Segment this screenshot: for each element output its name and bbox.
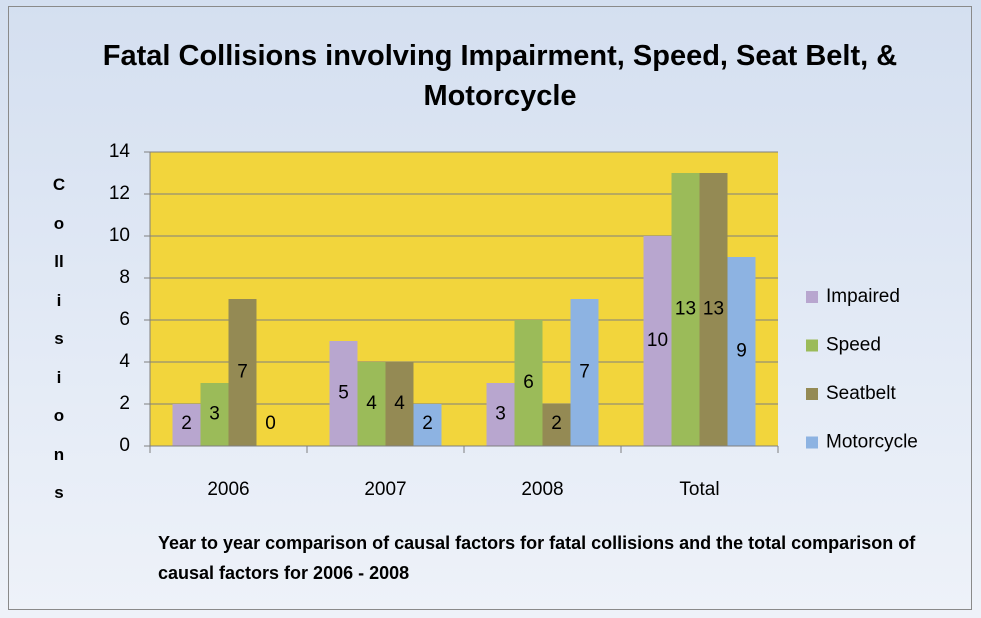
x-tick-label: Total <box>679 479 719 500</box>
bar <box>357 362 386 446</box>
y-tick-label: 12 <box>109 183 130 204</box>
bar <box>727 257 756 446</box>
data-label: 7 <box>579 362 590 383</box>
bar <box>172 404 201 446</box>
bar <box>514 320 543 446</box>
bar <box>329 341 358 446</box>
legend-label: Speed <box>826 335 881 356</box>
data-label: 10 <box>647 330 668 351</box>
legend-swatch <box>806 339 818 352</box>
y-tick-label: 2 <box>119 393 130 414</box>
bar <box>570 299 599 446</box>
legend-swatch <box>806 291 818 303</box>
bar <box>413 404 442 446</box>
data-label: 9 <box>736 341 747 362</box>
y-tick-label: 10 <box>109 225 130 246</box>
data-label: 4 <box>366 393 377 414</box>
legend-label: Impaired <box>826 286 900 307</box>
bar <box>699 173 728 446</box>
bar <box>671 173 700 446</box>
bar <box>643 236 672 446</box>
legend-label: Seatbelt <box>826 383 896 404</box>
chart-border <box>8 6 972 610</box>
y-tick-label: 8 <box>119 267 130 288</box>
bar <box>542 404 571 446</box>
y-axis-label: Collisions <box>52 175 66 502</box>
data-label: 13 <box>703 299 724 320</box>
legend-label: Motorcycle <box>826 432 918 453</box>
data-label: 6 <box>523 372 534 393</box>
y-tick-label: 4 <box>119 351 130 372</box>
data-label: 2 <box>181 413 192 434</box>
data-label: 2 <box>551 413 562 434</box>
x-tick-label: 2008 <box>521 479 563 500</box>
bar <box>486 383 515 446</box>
data-label: 3 <box>209 404 220 425</box>
x-tick-label: 2006 <box>207 479 249 500</box>
x-axis-label: Year to year comparison of causal factor… <box>158 533 916 583</box>
bar <box>385 362 414 446</box>
data-label: 2 <box>422 413 433 434</box>
bar <box>228 299 257 446</box>
data-label: 4 <box>394 393 405 414</box>
y-tick-label: 6 <box>119 309 130 330</box>
data-label: 5 <box>338 383 349 404</box>
y-tick-label: 14 <box>109 141 131 162</box>
data-label: 3 <box>495 404 506 425</box>
x-tick-label: 2007 <box>364 479 406 500</box>
data-label: 7 <box>237 362 248 383</box>
bar <box>200 383 229 446</box>
data-label: 0 <box>265 413 276 434</box>
data-label: 13 <box>675 299 696 320</box>
legend-swatch <box>806 436 818 449</box>
chart-title: Fatal Collisions involving Impairment, S… <box>102 40 898 112</box>
legend-swatch <box>806 388 818 400</box>
y-tick-label: 0 <box>119 435 130 456</box>
